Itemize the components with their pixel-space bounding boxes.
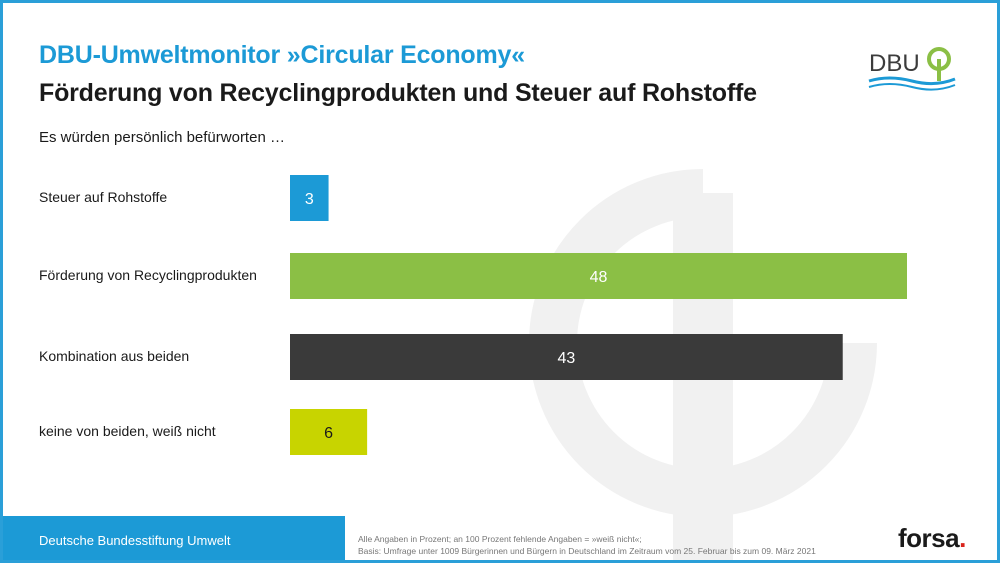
bar-value-label: 48 bbox=[590, 269, 608, 286]
forsa-text: forsa bbox=[898, 523, 960, 553]
forsa-dot: . bbox=[959, 523, 966, 553]
category-label: keine von beiden, weiß nicht bbox=[39, 423, 216, 439]
bar-chart: 3 48 43 6 bbox=[290, 175, 907, 455]
page-title: Förderung von Recyclingprodukten und Ste… bbox=[39, 79, 757, 107]
bar bbox=[290, 175, 329, 221]
footnote-line-1: Alle Angaben in Prozent; an 100 Prozent … bbox=[358, 534, 642, 544]
chart-subtitle: Es würden persönlich befürworten … bbox=[39, 129, 285, 146]
forsa-logo: forsa. bbox=[898, 523, 966, 554]
bar bbox=[290, 334, 843, 380]
category-label: Kombination aus beiden bbox=[39, 348, 190, 364]
bar-value-label: 3 bbox=[305, 191, 314, 208]
bar bbox=[290, 253, 907, 299]
wave-icon bbox=[868, 76, 956, 86]
supertitle: DBU-Umweltmonitor »Circular Economy« bbox=[39, 41, 525, 69]
footer-org: Deutsche Bundesstiftung Umwelt bbox=[39, 533, 231, 548]
dbu-logo: DBU bbox=[868, 47, 956, 91]
category-label: Förderung von Recyclingprodukten bbox=[39, 267, 257, 283]
bar-value-label: 43 bbox=[557, 350, 575, 367]
logo-text: DBU bbox=[869, 50, 920, 77]
category-label: Steuer auf Rohstoffe bbox=[39, 189, 168, 205]
footnote-line-2: Basis: Umfrage unter 1009 Bürgerinnen un… bbox=[358, 546, 816, 556]
bar-value-label: 6 bbox=[324, 425, 333, 442]
footer-band bbox=[3, 516, 345, 560]
bar bbox=[290, 409, 368, 455]
tree-ring-icon bbox=[927, 47, 951, 81]
